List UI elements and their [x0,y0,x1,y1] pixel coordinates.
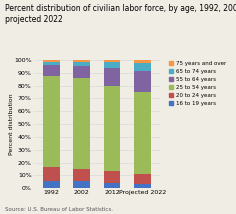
Bar [73,78,90,169]
Bar [73,181,90,188]
Bar [43,65,59,76]
Y-axis label: Percent distribution: Percent distribution [9,93,14,155]
Legend: 75 years and over, 65 to 74 years, 55 to 64 years, 25 to 54 years, 20 to 24 year: 75 years and over, 65 to 74 years, 55 to… [168,60,226,107]
Bar [134,174,151,184]
Bar [134,71,151,92]
Bar [73,60,90,62]
Bar [73,169,90,181]
Bar [104,62,120,68]
Bar [104,60,120,62]
Bar [43,60,59,62]
Text: Source: U.S. Bureau of Labor Statistics.: Source: U.S. Bureau of Labor Statistics. [5,207,113,212]
Bar [43,62,59,65]
Bar [43,167,59,181]
Bar [134,60,151,63]
Bar [104,183,120,188]
Bar [43,181,59,188]
Bar [73,66,90,78]
Text: Percent distribution of civilian labor force, by age, 1992, 2002, 2012, and
proj: Percent distribution of civilian labor f… [5,4,236,24]
Bar [43,76,59,167]
Bar [104,68,120,86]
Bar [134,184,151,188]
Bar [104,86,120,171]
Bar [73,62,90,66]
Bar [134,92,151,174]
Bar [104,171,120,183]
Bar [134,63,151,71]
